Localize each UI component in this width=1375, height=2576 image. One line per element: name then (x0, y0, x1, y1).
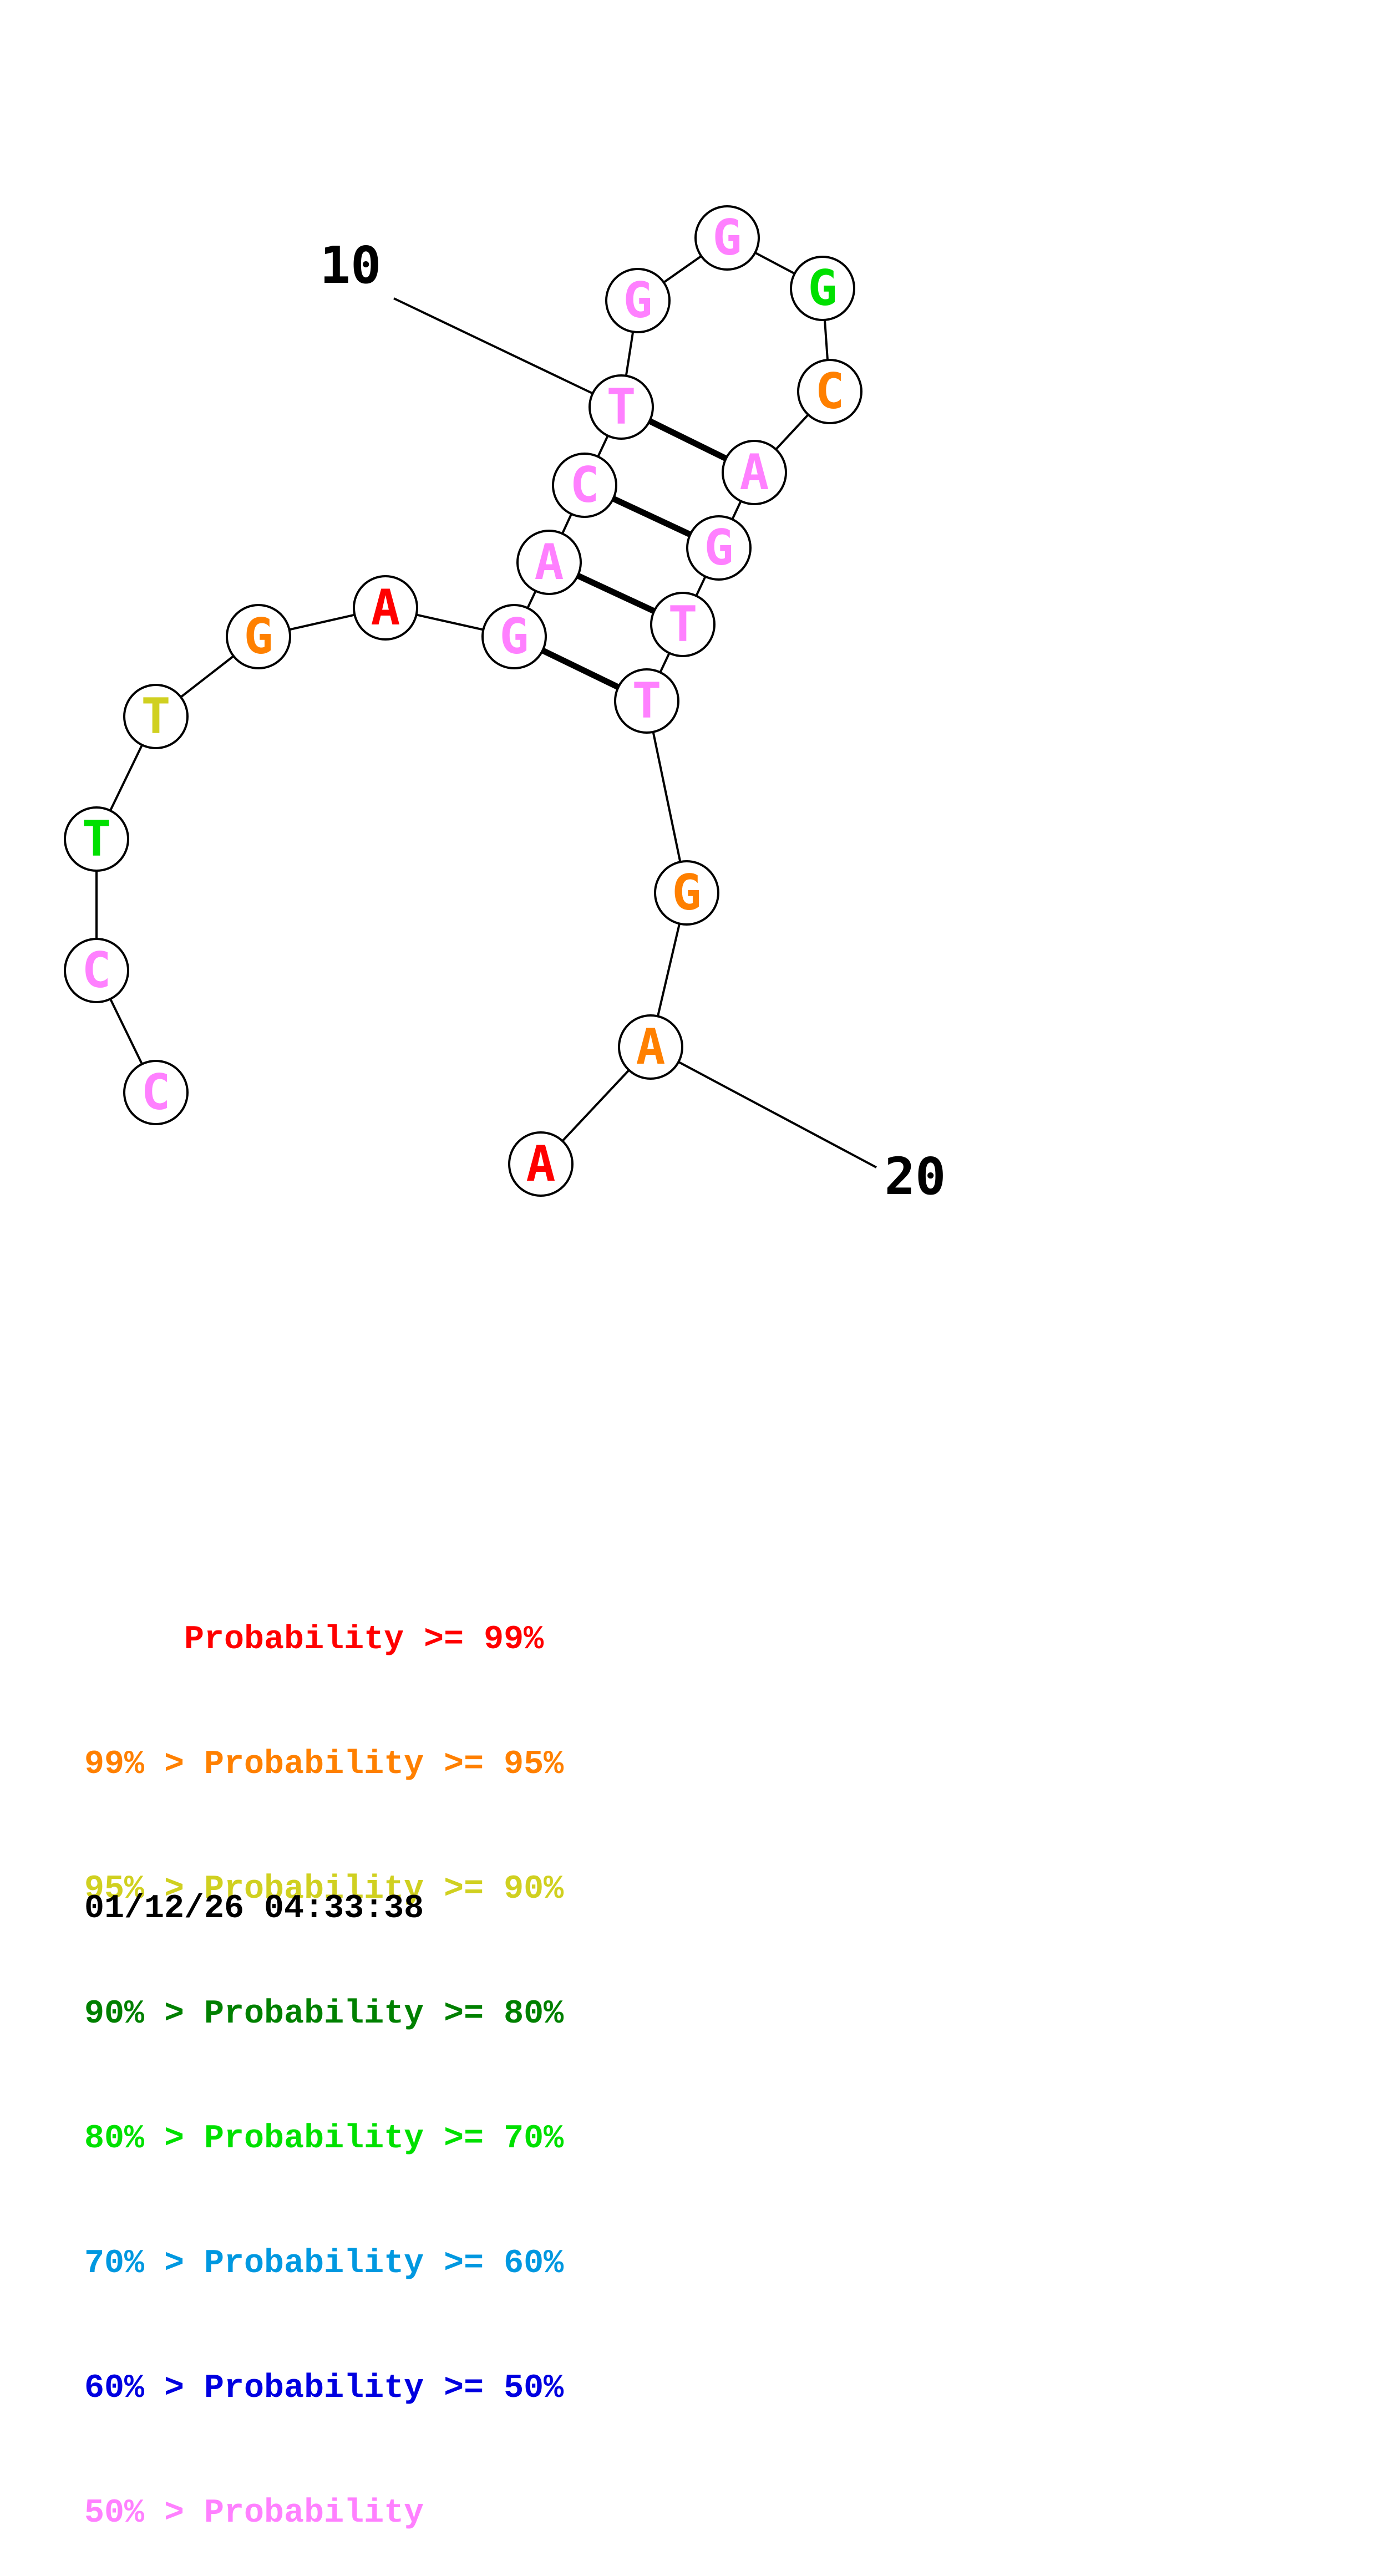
nucleotide-base: G (704, 519, 734, 576)
nucleotide-base: A (636, 1018, 666, 1075)
nucleotide: C (123, 1060, 189, 1125)
nucleotide-base: G (623, 272, 653, 329)
timestamp: 01/12/26 04:33:38 (84, 1890, 424, 1928)
index-labels: 10 20 (320, 236, 946, 1206)
legend-row: 50% > Probability (84, 2494, 424, 2532)
legend-row: 70% > Probability >= 60% (84, 2245, 564, 2283)
nucleotide-circle (123, 684, 189, 749)
legend-row: 60% > Probability >= 50% (84, 2370, 564, 2407)
nucleotide: C (64, 938, 129, 1003)
nucleotide-base: T (607, 378, 636, 435)
legend-row: 90% > Probability >= 80% (84, 1995, 564, 2033)
nucleotide: G (654, 860, 719, 926)
backbone-lines (95, 237, 831, 1165)
nucleotide: A (618, 1014, 683, 1080)
nucleotide: T (614, 668, 679, 734)
nucleotide: A (722, 440, 787, 505)
nucleotide-base: A (740, 444, 769, 501)
nucleotide-base: T (632, 672, 662, 729)
nucleotide: G (694, 205, 760, 271)
nucleotide: G (790, 256, 855, 321)
nucleotide-circle (516, 530, 582, 595)
nucleotide: T (64, 806, 129, 872)
nucleotide-base: A (535, 534, 564, 591)
nucleotide-base: G (244, 608, 273, 665)
nucleotide-base: A (371, 579, 400, 636)
nucleotide: G (226, 604, 291, 669)
nucleotide-circle (722, 440, 787, 505)
nucleotide-circle (64, 806, 129, 872)
probability-legend: Probability >= 99% 99% > Probability >= … (84, 1536, 564, 2576)
nucleotide-circle (614, 668, 679, 734)
index-label-line (393, 297, 622, 408)
nucleotide: T (650, 592, 716, 657)
nucleotide-base: G (808, 260, 838, 317)
nucleotide: A (516, 530, 582, 595)
nucleotide-circle (790, 256, 855, 321)
nucleotide-circle (618, 1014, 683, 1080)
nucleotide-circle (552, 453, 617, 518)
nucleotide-circle (654, 860, 719, 926)
nucleotide-circle (797, 359, 862, 424)
legend-row: 95% > Probability >= 90% (84, 1871, 564, 1908)
nucleotide: A (508, 1131, 574, 1197)
index-label: 10 (320, 236, 382, 295)
nucleotide-base: C (815, 363, 845, 420)
nucleotide-base: A (526, 1135, 556, 1192)
nucleotide: G (686, 515, 752, 581)
nucleotide-base: G (713, 209, 742, 266)
nucleotide-circle (605, 268, 671, 333)
nucleotide: C (797, 359, 862, 424)
nucleotide-base: C (570, 456, 600, 514)
nucleotide-circle (694, 205, 760, 271)
nucleotide: T (123, 684, 189, 749)
nucleotide-base: T (82, 810, 111, 867)
legend-row: Probability >= 99% (84, 1621, 544, 1659)
nucleotide: A (353, 575, 418, 641)
nucleotide: T (588, 374, 654, 440)
nucleotide-base: T (141, 688, 171, 745)
nucleotide-circle (64, 938, 129, 1003)
nucleotide-base: G (500, 608, 529, 665)
nucleotide-circle (508, 1131, 574, 1197)
index-label: 20 (885, 1147, 946, 1206)
nucleotide-circle (686, 515, 752, 581)
nucleotide-circle (650, 592, 716, 657)
legend-row: 99% > Probability >= 95% (84, 1746, 564, 1784)
legend-row: 80% > Probability >= 70% (84, 2120, 564, 2158)
nucleotide-base: C (141, 1064, 171, 1121)
nucleotide: C (552, 453, 617, 518)
index-label-line (650, 1046, 877, 1168)
nucleotide-circle (588, 374, 654, 440)
nucleotide-circle (123, 1060, 189, 1125)
nucleotide-circle (481, 604, 547, 669)
nucleotide: G (605, 268, 671, 333)
nucleotide-base: G (672, 864, 702, 921)
nucleotide-circle (226, 604, 291, 669)
nucleotide-base: C (82, 942, 111, 999)
nucleotide-circle (353, 575, 418, 641)
nucleotide: G (481, 604, 547, 669)
nucleotide-base: T (668, 596, 698, 653)
